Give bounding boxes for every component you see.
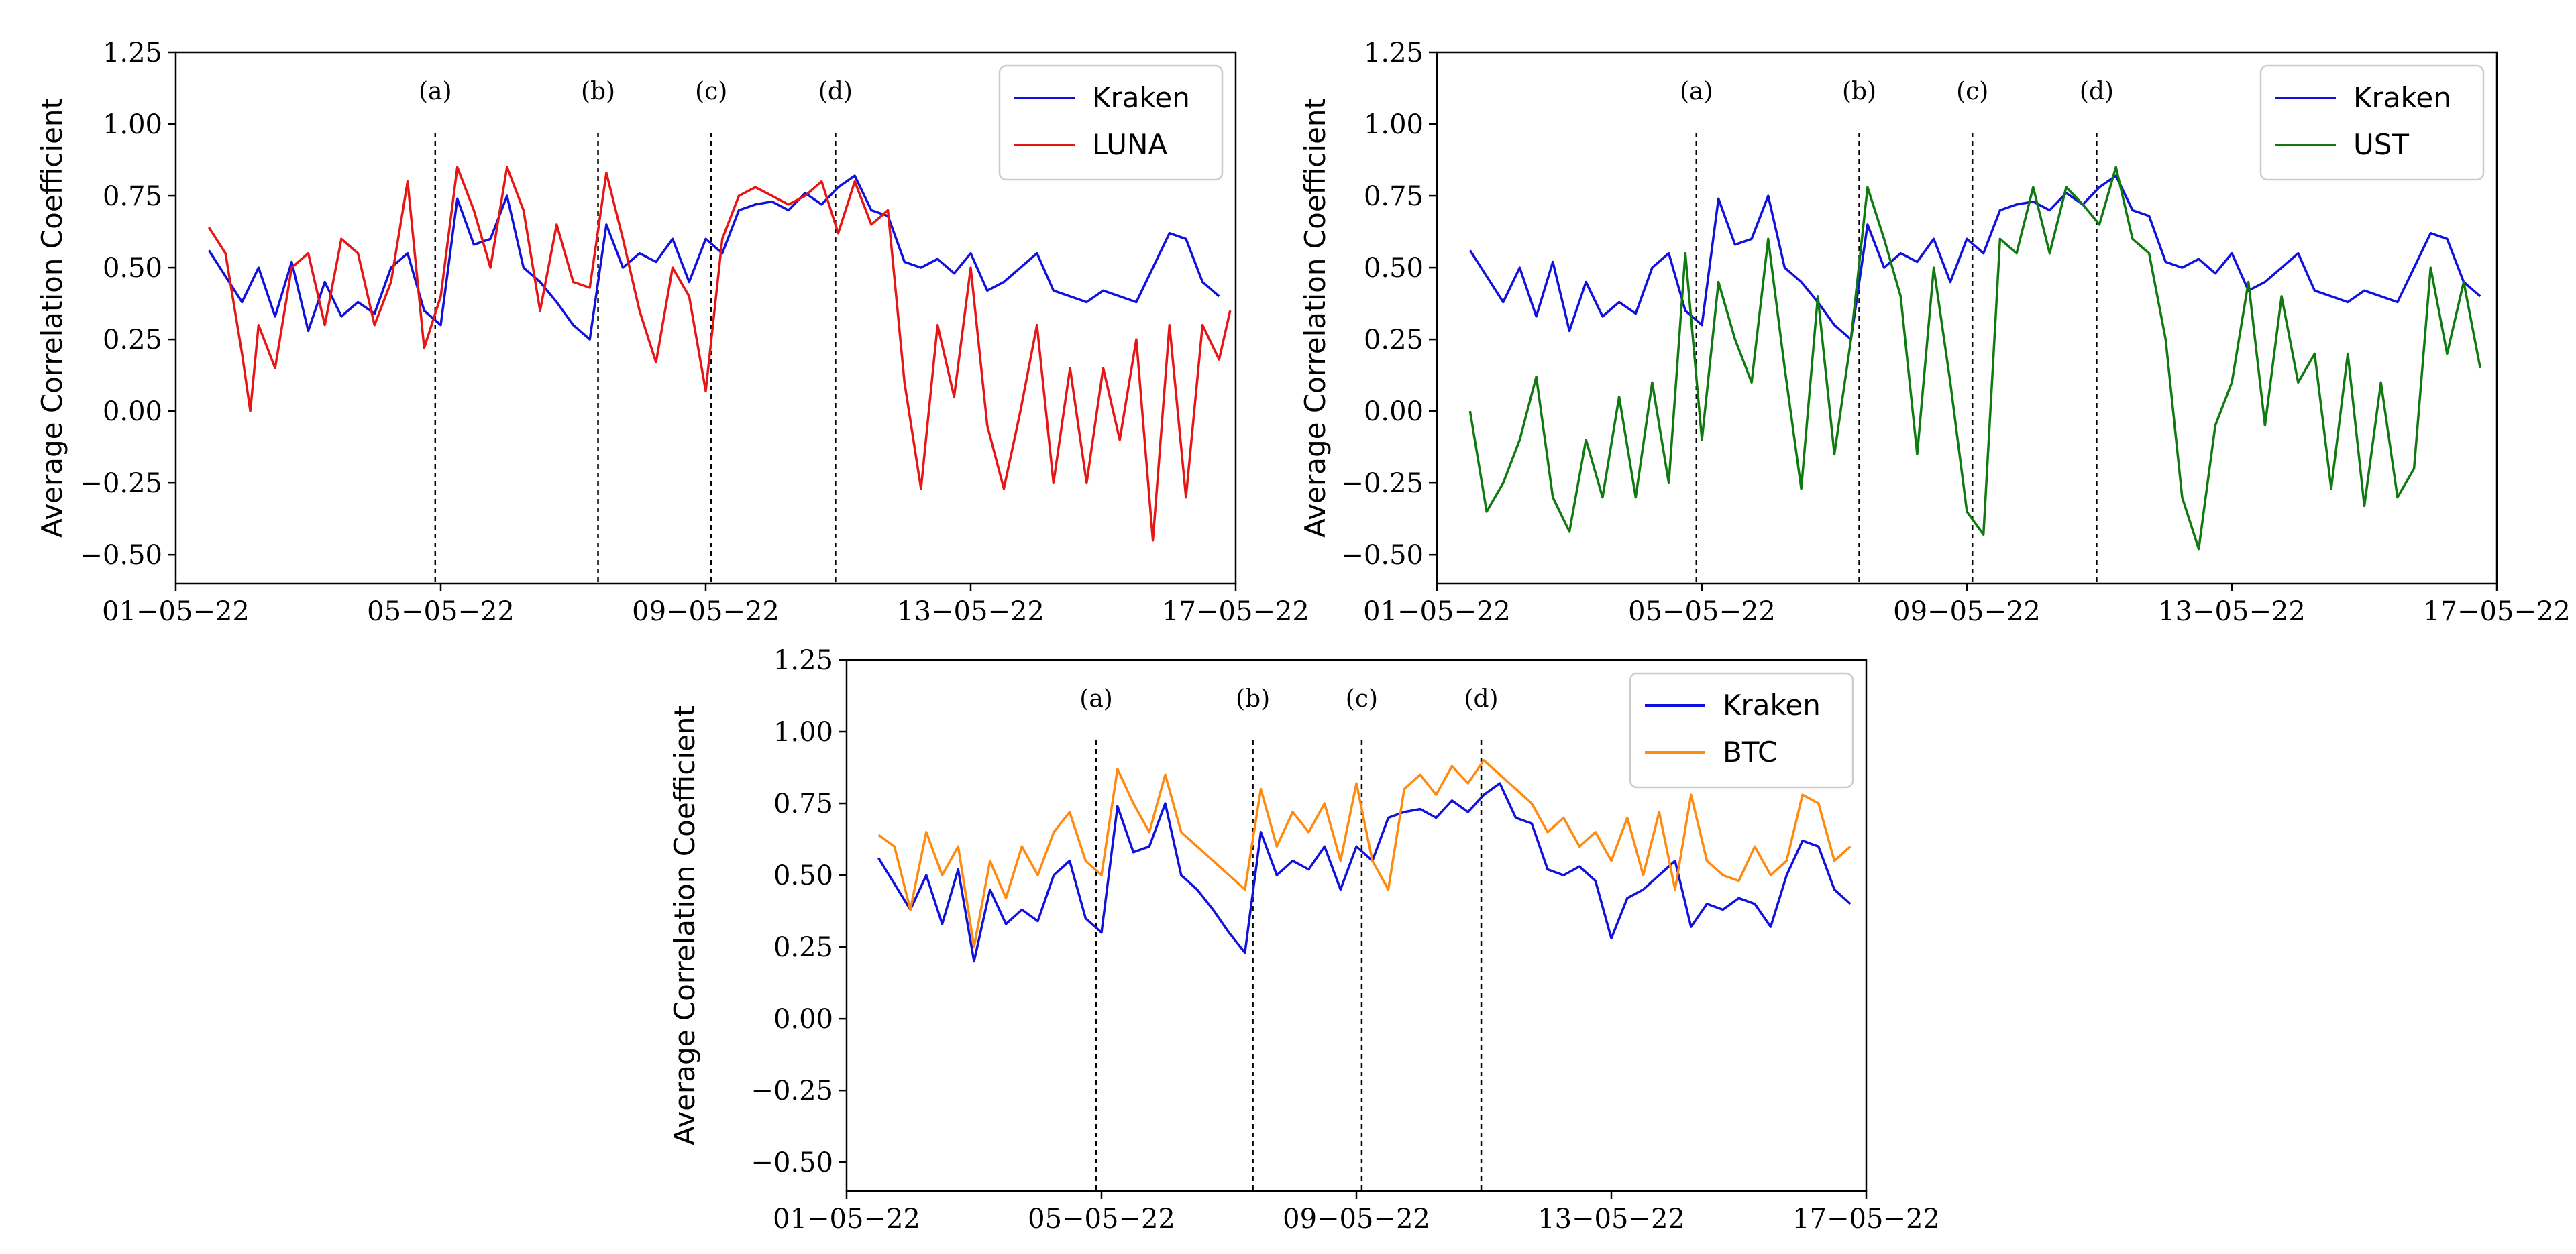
x-tick-label: 13−05−22 (2158, 596, 2306, 627)
event-label: (b) (581, 78, 615, 105)
y-tick-label: 1.25 (103, 38, 162, 68)
x-tick-label: 17−05−22 (1162, 596, 1309, 627)
event-label: (b) (1236, 685, 1270, 713)
y-tick-label: −0.50 (1341, 540, 1424, 571)
legend-label-luna: LUNA (1092, 128, 1167, 161)
y-tick-label: 1.00 (773, 717, 833, 748)
x-tick-label: 13−05−22 (897, 596, 1044, 627)
y-axis-label: Average Correlation Coefficient (668, 705, 701, 1145)
y-tick-label: 0.00 (1364, 396, 1424, 427)
x-tick-label: 01−05−22 (1363, 596, 1511, 627)
legend-label-kraken: Kraken (1723, 689, 1821, 722)
legend-label-btc: BTC (1723, 736, 1777, 768)
y-tick-label: 0.00 (773, 1004, 833, 1035)
x-tick-label: 09−05−22 (1283, 1204, 1430, 1235)
x-tick-label: 01−05−22 (102, 596, 250, 627)
series-line-luna (207, 166, 1232, 542)
x-tick-label: 17−05−22 (1792, 1204, 1940, 1235)
event-label: (d) (818, 78, 853, 105)
y-tick-label: 1.25 (1364, 38, 1424, 68)
x-tick-label: 17−05−22 (2423, 596, 2571, 627)
legend-box (1629, 672, 1854, 789)
chart-panel-ust: 1.25 1.00 0.75 0.50 0.25 0.00 −0.25 −0.50 01−05−… (1299, 38, 2571, 627)
legend-label-ust: UST (2353, 128, 2409, 161)
event-label: (d) (2080, 78, 2114, 105)
y-tick-label: 0.00 (103, 396, 162, 427)
y-tick-label: −0.50 (751, 1147, 833, 1178)
y-tick-label: −0.25 (751, 1076, 833, 1106)
event-label: (a) (1079, 685, 1113, 713)
event-label: (c) (1346, 685, 1378, 713)
y-tick-label: 0.25 (103, 325, 162, 355)
y-tick-label: 0.25 (773, 932, 833, 963)
legend-label-kraken: Kraken (2353, 81, 2451, 114)
y-tick-label: 0.25 (1364, 325, 1424, 355)
event-label: (b) (1842, 78, 1876, 105)
series-line-btc (877, 759, 1851, 948)
event-label: (c) (1956, 78, 1988, 105)
y-tick-label: 1.25 (773, 645, 833, 676)
y-tick-label: 0.50 (103, 253, 162, 284)
chart-panel-luna: 1.25 1.00 0.75 0.50 0.25 0.00 −0.25 −0.50 01−05−… (36, 38, 1309, 627)
chart-panel-btc: 1.25 1.00 0.75 0.50 0.25 0.00 −0.25 −0.50 01−05−… (668, 645, 1940, 1235)
y-tick-label: 0.75 (103, 181, 162, 212)
event-label: (c) (695, 78, 727, 105)
legend-box (998, 64, 1224, 181)
y-tick-label: 0.75 (773, 789, 833, 819)
y-tick-label: 0.50 (773, 860, 833, 891)
event-label: (a) (1680, 78, 1713, 105)
y-tick-label: −0.50 (80, 540, 162, 571)
series-line-kraken (877, 782, 1851, 963)
y-tick-label: −0.25 (1341, 468, 1424, 499)
x-tick-label: 05−05−22 (1628, 596, 1776, 627)
x-tick-label: 09−05−22 (1893, 596, 2041, 627)
x-tick-label: 13−05−22 (1538, 1204, 1685, 1235)
x-tick-label: 05−05−22 (1028, 1204, 1175, 1235)
event-label: (d) (1464, 685, 1498, 713)
y-tick-label: 1.00 (1364, 109, 1424, 140)
y-tick-label: 1.00 (103, 109, 162, 140)
legend-label-kraken: Kraken (1092, 81, 1190, 114)
series-line-kraken (207, 174, 1220, 341)
y-tick-label: −0.25 (80, 468, 162, 499)
series-line-kraken (1468, 174, 2481, 341)
x-tick-label: 01−05−22 (773, 1204, 920, 1235)
x-tick-label: 05−05−22 (367, 596, 515, 627)
y-axis-label: Average Correlation Coefficient (36, 98, 68, 538)
event-label: (a) (419, 78, 452, 105)
x-tick-label: 09−05−22 (632, 596, 780, 627)
y-tick-label: 0.50 (1364, 253, 1424, 284)
y-tick-label: 0.75 (1364, 181, 1424, 212)
y-axis-label: Average Correlation Coefficient (1299, 98, 1332, 538)
legend-box (2259, 64, 2485, 181)
series-line-ust (1468, 166, 2482, 551)
